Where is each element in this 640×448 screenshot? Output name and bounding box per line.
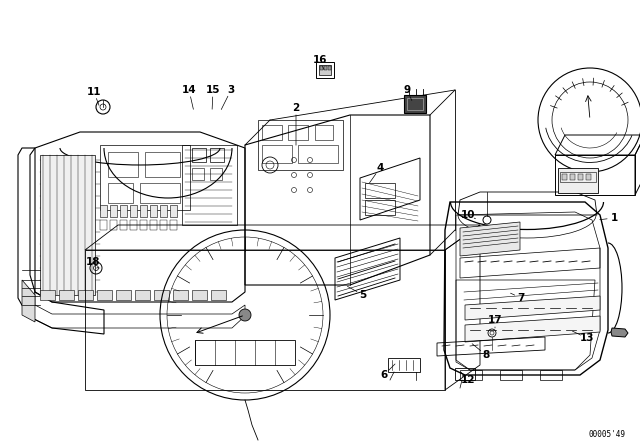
Bar <box>160 220 167 230</box>
Bar <box>540 370 562 380</box>
Bar <box>59 290 74 300</box>
Bar <box>288 125 308 140</box>
Bar <box>407 98 423 110</box>
Bar <box>140 205 147 217</box>
Bar <box>40 155 95 295</box>
Bar <box>100 145 190 210</box>
Bar <box>211 290 226 300</box>
Bar <box>170 220 177 230</box>
Bar <box>154 290 169 300</box>
Text: 14: 14 <box>182 85 196 95</box>
Bar <box>210 168 222 180</box>
Bar <box>100 220 107 230</box>
Bar <box>320 66 323 70</box>
Polygon shape <box>22 280 35 322</box>
Text: 9: 9 <box>403 85 411 95</box>
Bar <box>130 205 137 217</box>
Bar <box>192 148 206 162</box>
Text: 8: 8 <box>483 350 490 360</box>
Text: 2: 2 <box>292 103 300 113</box>
Text: 00005'49: 00005'49 <box>589 430 625 439</box>
Bar <box>140 183 180 203</box>
Bar <box>258 120 343 170</box>
Bar <box>160 205 167 217</box>
Bar <box>560 172 596 182</box>
Text: 16: 16 <box>313 55 327 65</box>
Bar <box>298 145 338 163</box>
Bar <box>150 205 157 217</box>
Bar <box>108 183 133 203</box>
Bar <box>140 220 147 230</box>
Text: 13: 13 <box>580 333 595 343</box>
Bar <box>570 174 575 180</box>
Bar <box>578 174 583 180</box>
Bar <box>210 148 224 162</box>
Polygon shape <box>460 222 520 256</box>
Polygon shape <box>465 296 600 320</box>
Bar <box>110 205 117 217</box>
Bar <box>182 145 237 225</box>
Bar <box>173 290 188 300</box>
Bar <box>316 62 334 78</box>
Polygon shape <box>465 316 600 342</box>
Text: 1: 1 <box>611 213 618 223</box>
Text: 18: 18 <box>86 257 100 267</box>
Text: 3: 3 <box>227 85 235 95</box>
Text: 5: 5 <box>360 290 367 300</box>
Bar <box>120 220 127 230</box>
Bar <box>97 290 112 300</box>
Bar <box>404 95 426 113</box>
Bar <box>78 290 93 300</box>
Bar <box>150 220 157 230</box>
Bar <box>365 183 395 198</box>
Bar <box>100 205 107 217</box>
Bar <box>192 290 207 300</box>
Bar <box>315 125 333 140</box>
Bar <box>170 205 177 217</box>
Bar <box>108 152 138 177</box>
Text: 7: 7 <box>517 293 525 303</box>
Bar <box>120 205 127 217</box>
Text: 15: 15 <box>205 85 220 95</box>
Polygon shape <box>611 328 628 337</box>
Bar <box>130 220 137 230</box>
Text: 11: 11 <box>87 87 101 97</box>
Bar <box>116 290 131 300</box>
Bar <box>460 370 482 380</box>
Bar <box>135 290 150 300</box>
Text: 12: 12 <box>461 375 476 385</box>
Bar <box>586 174 591 180</box>
Text: 17: 17 <box>488 315 502 325</box>
Text: 10: 10 <box>461 210 476 220</box>
Bar <box>319 65 331 75</box>
Text: 4: 4 <box>376 163 384 173</box>
Bar <box>558 168 598 193</box>
Bar <box>40 290 55 300</box>
Bar <box>262 125 282 140</box>
Bar <box>328 66 331 70</box>
Text: 6: 6 <box>380 370 388 380</box>
Bar <box>500 370 522 380</box>
Bar <box>324 66 327 70</box>
Bar <box>562 174 567 180</box>
Bar <box>145 152 180 177</box>
Bar <box>262 145 292 163</box>
Bar <box>365 200 395 215</box>
Bar <box>192 168 204 180</box>
Circle shape <box>239 309 251 321</box>
Bar <box>110 220 117 230</box>
